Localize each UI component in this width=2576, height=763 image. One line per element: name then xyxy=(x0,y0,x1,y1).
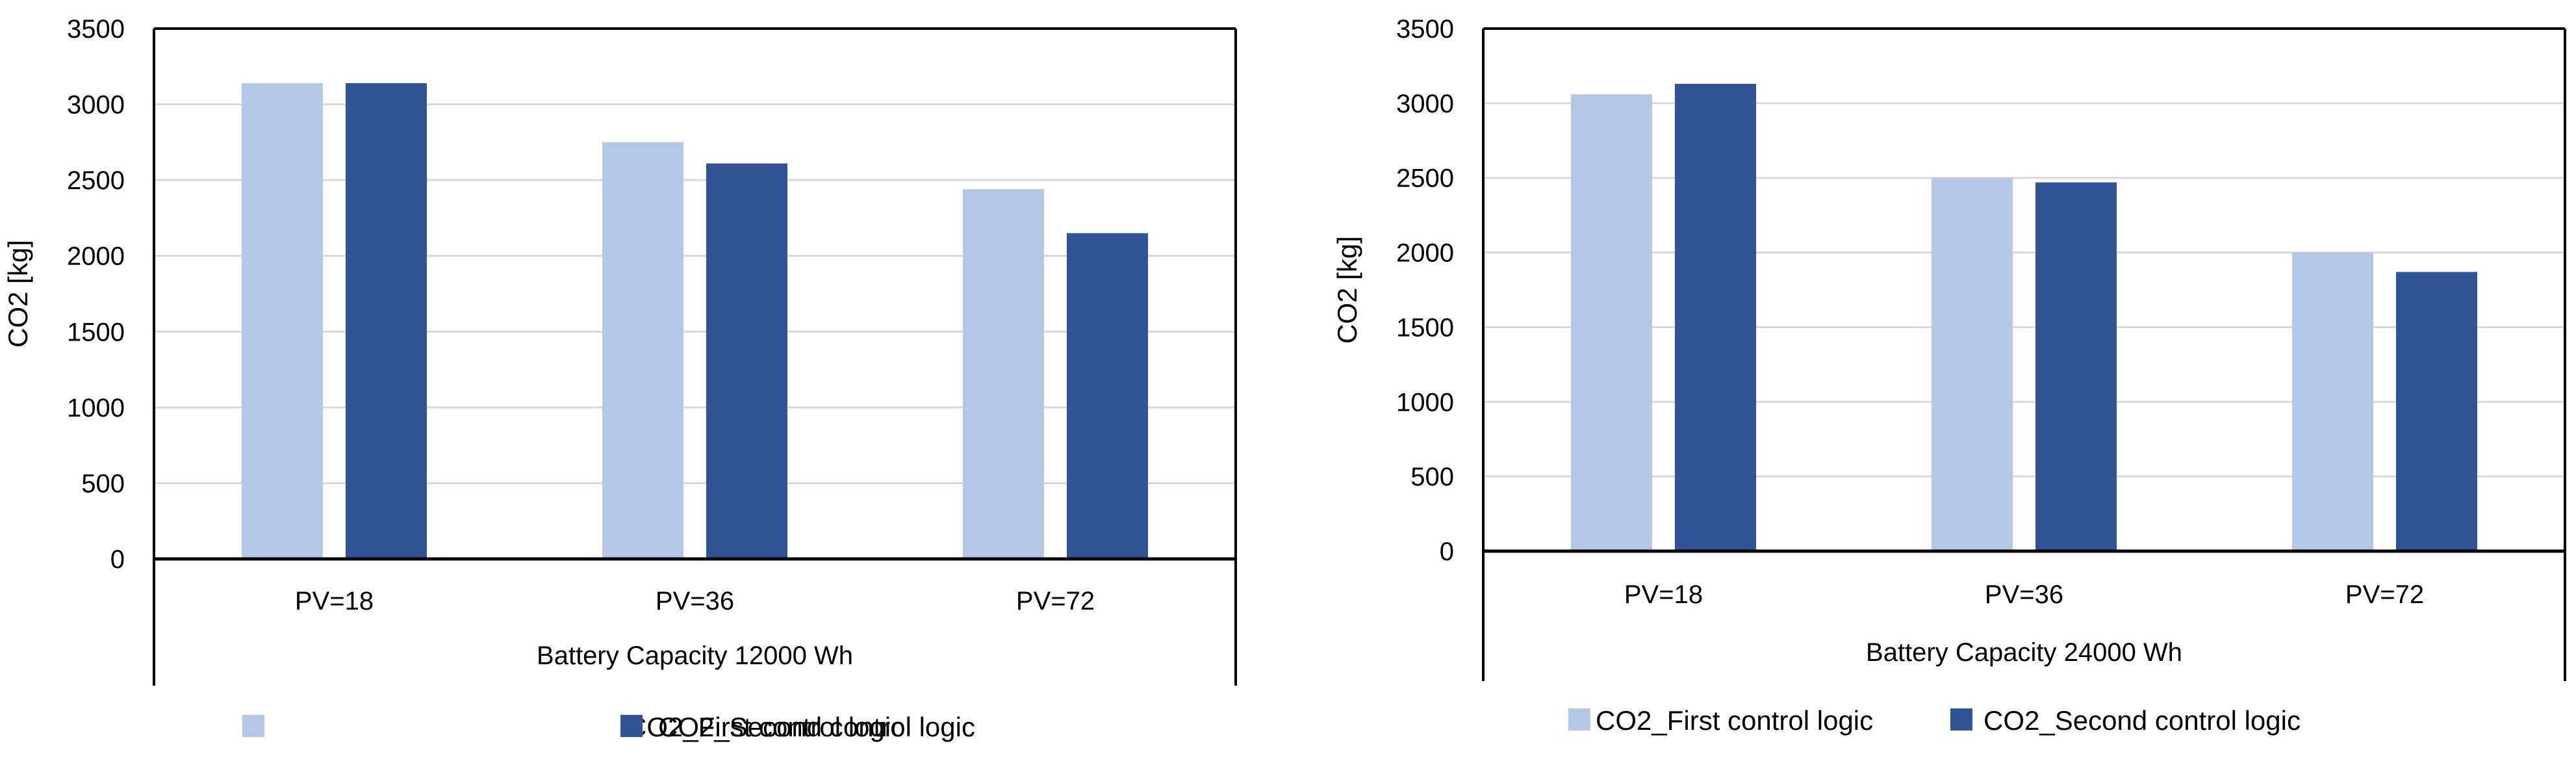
chart2-y-tick-label: 1000 xyxy=(1396,388,1454,417)
chart2-legend-label-second: CO2_Second control logic xyxy=(1983,705,2301,736)
chart1-legend-label-first: CO2_First control logic xyxy=(627,712,904,742)
chart1-legend-label-second: CO2_Second control logic xyxy=(658,712,975,742)
chart1-y-axis-label: CO2 [kg] xyxy=(3,240,33,348)
chart2-y-tick-label: 500 xyxy=(1410,463,1454,491)
chart1-y-tick-label: 1500 xyxy=(67,318,125,346)
chart2-y-tick-label: 0 xyxy=(1440,537,1454,566)
chart1-y-tick-label: 2500 xyxy=(67,166,125,195)
chart2-y-tick-label: 2000 xyxy=(1396,239,1454,268)
chart1-bar-first-3 xyxy=(963,189,1044,559)
chart2-legend-swatch-second xyxy=(1950,708,1972,731)
chart2-category-label: PV=18 xyxy=(1624,580,1703,609)
chart2-y-tick-label: 3000 xyxy=(1396,90,1454,118)
chart1-bar-second-3 xyxy=(1067,233,1148,559)
chart2-bar-first-1 xyxy=(1571,94,1652,551)
chart1-y-tick-label: 3500 xyxy=(67,15,125,44)
chart1-y-tick-label: 500 xyxy=(81,469,125,498)
chart1-y-tick-label: 1000 xyxy=(67,394,125,422)
chart1-category-label: PV=36 xyxy=(656,587,734,615)
chart2-y-tick-label: 3500 xyxy=(1396,15,1454,44)
chart2-category-label: PV=36 xyxy=(1985,580,2063,609)
chart1-x-axis-label: Battery Capacity 12000 Wh xyxy=(537,641,853,670)
chart2-x-axis-label: Battery Capacity 24000 Wh xyxy=(1866,638,2182,667)
chart1-y-tick-label: 3000 xyxy=(67,91,125,120)
chart2-bar-second-1 xyxy=(1675,83,1756,552)
chart1-bar-second-1 xyxy=(346,83,427,560)
chart2-category-label: PV=72 xyxy=(2345,580,2424,609)
chart1-bar-second-2 xyxy=(706,163,787,560)
chart2-y-axis-label: CO2 [kg] xyxy=(1332,236,1362,344)
chart1-category-label: PV=18 xyxy=(295,587,374,615)
chart2-bar-second-3 xyxy=(2396,272,2477,551)
chart1-y-tick-label: 2000 xyxy=(67,242,125,271)
chart2-bar-second-2 xyxy=(2035,182,2117,551)
chart1-legend-swatch-second xyxy=(620,715,643,737)
chart1-bar-first-1 xyxy=(242,83,323,560)
chart1-y-tick-label: 0 xyxy=(110,545,125,574)
chart1-legend-swatch-first xyxy=(242,715,264,737)
chart2-legend-label-first: CO2_First control logic xyxy=(1596,705,1873,736)
chart2-bar-first-3 xyxy=(2292,252,2373,551)
chart1-category-label: PV=72 xyxy=(1016,587,1095,615)
chart2-y-tick-label: 1500 xyxy=(1396,313,1454,342)
chart2-legend-swatch-first xyxy=(1568,708,1590,731)
chart2-y-tick-label: 2500 xyxy=(1396,164,1454,193)
chart1-bar-first-2 xyxy=(602,142,683,559)
chart2-bar-first-2 xyxy=(1932,177,2013,551)
